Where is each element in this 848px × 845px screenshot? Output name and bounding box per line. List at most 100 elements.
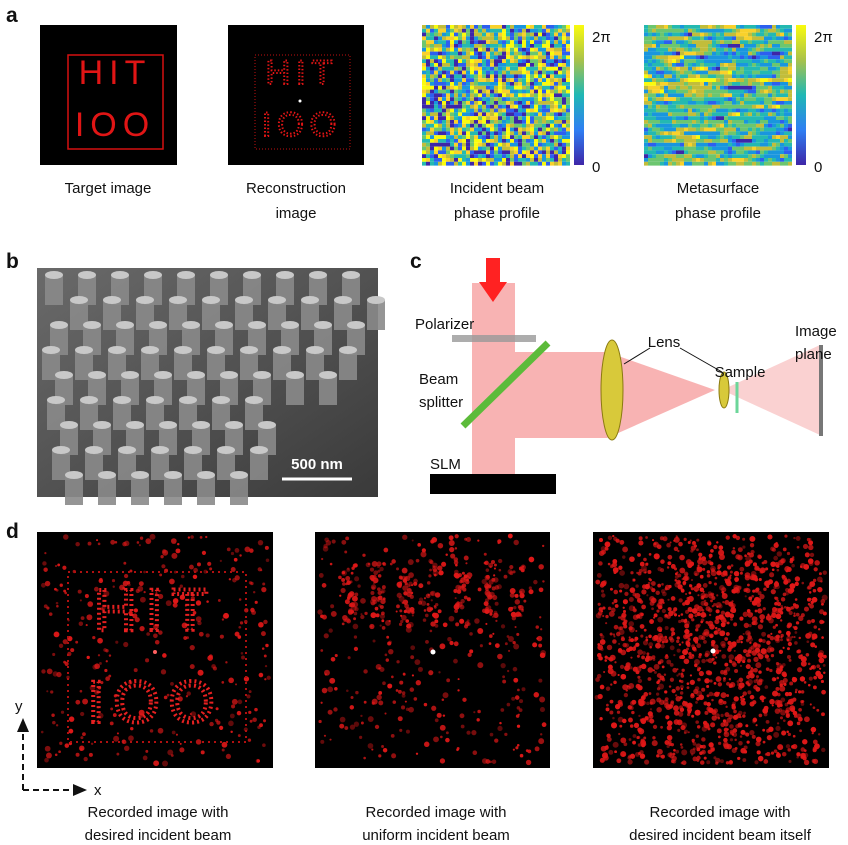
phase-pixel	[534, 105, 538, 109]
speckle	[460, 605, 465, 610]
phase-pixel	[510, 128, 514, 132]
phase-pixel	[700, 97, 704, 101]
speckle	[529, 589, 534, 594]
speckle	[53, 671, 58, 676]
phase-pixel	[502, 124, 506, 128]
speckle	[98, 543, 101, 546]
speckle	[354, 593, 358, 597]
phase-pixel	[470, 120, 474, 124]
phase-pixel	[716, 112, 720, 116]
phase-pixel	[426, 48, 430, 52]
phase-pixel	[752, 82, 756, 86]
phase-pixel	[696, 67, 700, 71]
phase-pixel	[526, 52, 530, 56]
phase-pixel	[502, 93, 506, 97]
figure: a b c d HIT IOO HIT IOO 2π 0 2π 0 Target…	[0, 0, 848, 845]
phase-pixel	[554, 93, 558, 97]
phase-pixel	[522, 112, 526, 116]
phase-pixel	[756, 74, 760, 78]
phase-pixel	[482, 101, 486, 105]
phase-pixel	[716, 147, 720, 151]
phase-pixel	[442, 143, 446, 147]
speckle	[80, 599, 82, 601]
phase-pixel	[566, 109, 570, 113]
phase-pixel	[514, 52, 518, 56]
phase-pixel	[676, 154, 680, 158]
phase-pixel	[712, 135, 716, 139]
speckle	[228, 678, 234, 684]
phase-pixel	[676, 86, 680, 90]
phase-pixel	[458, 97, 462, 101]
phase-pixel	[506, 150, 510, 154]
phase-pixel	[696, 158, 700, 162]
speckle	[742, 538, 745, 541]
phase-pixel	[740, 109, 744, 113]
phase-pixel	[680, 116, 684, 120]
phase-pixel	[664, 29, 668, 33]
phase-pixel	[470, 116, 474, 120]
phase-pixel	[490, 74, 494, 78]
phase-pixel	[776, 55, 780, 59]
speckle	[767, 634, 771, 638]
phase-pixel	[676, 78, 680, 82]
phase-pixel	[708, 97, 712, 101]
phase-pixel	[712, 162, 716, 166]
phase-pixel	[772, 109, 776, 113]
phase-pixel	[728, 109, 732, 113]
speckle	[258, 567, 262, 571]
phase-pixel	[454, 29, 458, 33]
phase-pixel	[696, 150, 700, 154]
phase-pixel	[708, 158, 712, 162]
phase-pixel	[692, 128, 696, 132]
phase-pixel	[470, 55, 474, 59]
reconstruction-text: IOO	[262, 106, 342, 144]
phase-pixel	[656, 29, 660, 33]
speckle	[402, 568, 408, 574]
phase-pixel	[652, 116, 656, 120]
phase-pixel	[652, 63, 656, 67]
phase-pixel	[526, 158, 530, 162]
phase-pixel	[482, 116, 486, 120]
phase-pixel	[688, 82, 692, 86]
phase-pixel	[454, 36, 458, 40]
phase-pixel	[780, 71, 784, 75]
phase-pixel	[684, 93, 688, 97]
phase-pixel	[514, 33, 518, 37]
speckle	[410, 645, 415, 650]
phase-pixel	[712, 63, 716, 67]
phase-pixel	[486, 143, 490, 147]
phase-pixel	[768, 33, 772, 37]
speckle	[777, 569, 780, 572]
phase-pixel	[546, 55, 550, 59]
phase-pixel	[788, 29, 792, 33]
phase-pixel	[692, 150, 696, 154]
speckle	[433, 568, 437, 572]
phase-pixel	[510, 154, 514, 158]
phase-pixel	[788, 25, 792, 29]
speckle	[381, 590, 384, 593]
phase-pixel	[684, 131, 688, 135]
phase-pixel	[426, 67, 430, 71]
phase-pixel	[720, 101, 724, 105]
phase-pixel	[724, 55, 728, 59]
phase-pixel	[510, 120, 514, 124]
phase-pixel	[648, 33, 652, 37]
speckle	[797, 546, 800, 549]
phase-pixel	[676, 44, 680, 48]
phase-pixel	[542, 59, 546, 63]
phase-pixel	[660, 44, 664, 48]
phase-pixel	[502, 97, 506, 101]
phase-pixel	[514, 82, 518, 86]
phase-pixel	[708, 150, 712, 154]
phase-pixel	[744, 124, 748, 128]
phase-pixel	[490, 128, 494, 132]
speckle	[258, 540, 263, 545]
phase-pixel	[788, 78, 792, 82]
phase-pixel	[474, 109, 478, 113]
speckle	[89, 753, 93, 757]
phase-pixel	[526, 109, 530, 113]
phase-pixel	[780, 78, 784, 82]
phase-pixel	[430, 55, 434, 59]
phase-pixel	[692, 71, 696, 75]
phase-pixel	[442, 67, 446, 71]
